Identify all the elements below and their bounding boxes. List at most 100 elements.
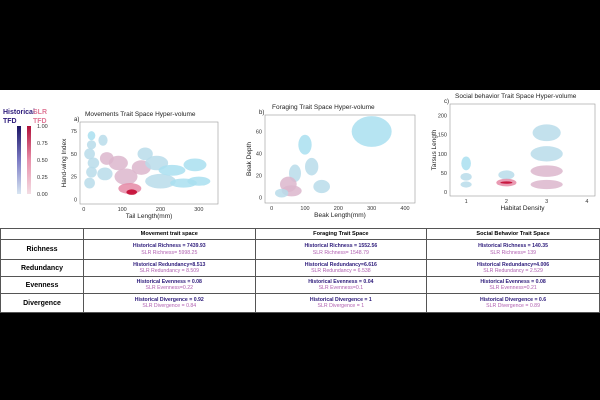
table-header: Foraging Trait Space	[254, 228, 428, 240]
slr-value: SLR Redundancy = 8.509	[139, 268, 200, 274]
data-blob	[84, 148, 95, 160]
historical-value: Historical Divergence = 1	[309, 296, 372, 303]
data-blob	[145, 173, 176, 189]
table-row: Redundancy Historical Redundancy=8.513 SL…	[0, 259, 600, 277]
table-cell: Historical Divergence = 0.92 SLR Divergen…	[83, 293, 256, 313]
data-blob	[532, 124, 561, 142]
metrics-table: Movement trait space Foraging Trait Spac…	[0, 228, 600, 313]
data-blob	[530, 179, 563, 190]
table-cell: Historical Evenness = 0.04 SLR Evenness=0…	[254, 276, 428, 294]
row-label: Redundancy	[0, 259, 84, 277]
chart-title: Foraging Trait Space Hyper-volume	[272, 104, 375, 111]
table-row: Richness Historical Richness = 7439.93 SL…	[0, 239, 600, 260]
y-tick-label: 0	[444, 190, 447, 196]
data-blob	[97, 167, 113, 181]
data-blob	[305, 157, 319, 176]
table-row: Evenness Historical Evenness = 0.08 SLR E…	[0, 276, 600, 294]
x-tick-label: 200	[156, 207, 165, 213]
table-header	[0, 228, 84, 240]
data-blob	[351, 116, 392, 147]
legend-tick: 0.75	[37, 141, 48, 147]
table-cell: Historical Divergence = 1 SLR Divergence …	[254, 293, 428, 313]
chart-title: Movements Trait Space Hyper-volume	[85, 111, 196, 118]
historical-value: Historical Evenness = 0.08	[136, 278, 202, 285]
historical-value: Historical Redundancy=6.616	[304, 261, 377, 268]
data-blob	[498, 170, 515, 180]
data-blob	[298, 134, 312, 155]
chart-2: 0 100 200 300 400 0 20 40 60 Foraging Trait Space…	[246, 104, 416, 219]
slr-value: SLR Evenness=0.1	[318, 285, 364, 291]
x-tick-label: 2	[505, 199, 508, 205]
y-tick-label: 50	[441, 171, 447, 177]
y-tick-label: 40	[256, 152, 262, 158]
legend-slr-metric: TFD	[33, 118, 47, 125]
slr-value: SLR Evenness=0.22	[145, 285, 193, 291]
historical-value: Historical Evenness = 0.04	[308, 278, 374, 285]
table-cell: Historical Richness = 140.35 SLR Richness…	[426, 239, 600, 260]
x-tick-label: 0	[270, 206, 273, 212]
x-tick-label: 100	[118, 207, 127, 213]
y-tick-label: 150	[438, 133, 447, 139]
y-tick-label: 200	[438, 114, 447, 120]
x-tick-label: 3	[545, 199, 548, 205]
legend-slr-label: SLR	[33, 109, 47, 116]
historical-value: Historical Redundancy=8.513	[133, 261, 206, 268]
slr-value: SLR Richness= 139	[490, 249, 537, 256]
x-axis-label: Habitat Density	[500, 205, 545, 212]
row-label: Divergence	[0, 293, 84, 313]
x-tick-label: 300	[367, 206, 376, 212]
chart-title: Social behavior Trait Space Hyper-volume	[455, 93, 577, 100]
table-header: Social Behavior Trait Space	[426, 228, 600, 240]
y-tick-label: 0	[259, 196, 262, 202]
y-axis-label: Beak Depth	[246, 142, 253, 176]
historical-value: Historical Divergence = 0.6	[479, 296, 547, 303]
y-axis-label: Tarsus Length	[431, 129, 438, 170]
data-blob	[86, 140, 97, 150]
historical-value: Historical Richness = 140.35	[478, 243, 549, 249]
panel-label: a)	[74, 117, 79, 123]
x-tick-label: 400	[400, 206, 409, 212]
legend-tick: 0.50	[37, 158, 48, 164]
data-blob	[158, 164, 186, 176]
y-tick-label: 60	[256, 130, 262, 136]
data-blob	[98, 134, 108, 146]
historical-value: Historical Richness = 1552.56	[304, 243, 378, 249]
x-tick-label: 0	[82, 207, 85, 213]
table-cell: Historical Evenness = 0.08 SLR Evenness=0…	[426, 276, 600, 294]
data-blob	[275, 188, 289, 198]
slr-value: SLR Richness= 5998.25	[141, 249, 198, 256]
x-tick-label: 100	[300, 206, 309, 212]
y-tick-label: 20	[256, 174, 262, 180]
x-axis-label: Beak Length(mm)	[314, 212, 366, 219]
y-tick-label: 75	[71, 129, 77, 135]
historical-value: Historical Richness = 7439.93	[132, 243, 206, 249]
legend-historical-colorbar	[17, 126, 21, 194]
data-blob	[460, 181, 472, 188]
table-cell: Historical Redundancy=8.513 SLR Redundanc…	[83, 259, 256, 277]
y-axis-label: Hand-wing Index	[61, 138, 68, 188]
slr-value: SLR Evenness=0.21	[489, 285, 537, 291]
legend-slr-colorbar	[27, 126, 31, 194]
historical-value: Historical Evenness = 0.08	[480, 278, 546, 285]
slr-value: SLR Divergence = 0.84	[142, 303, 197, 309]
legend-tick: 0.00	[37, 192, 48, 198]
data-blob	[137, 147, 153, 161]
data-blob	[126, 189, 138, 195]
chart-3: 1 2 3 4 0 50 100 150 200 Social behavior Trait Sp…	[431, 93, 596, 212]
table-header: Movement trait space	[83, 228, 256, 240]
data-blob	[87, 131, 96, 141]
table-cell: Historical Evenness = 0.08 SLR Evenness=0…	[83, 276, 256, 294]
data-blob	[461, 156, 471, 171]
x-tick-label: 4	[585, 199, 588, 205]
data-blob	[313, 179, 330, 194]
slr-value: SLR Divergence = 1	[317, 303, 365, 309]
slr-value: SLR Divergence = 0.89	[486, 303, 540, 309]
data-blob	[108, 155, 128, 171]
legend-tick: 0.25	[37, 175, 48, 181]
slr-value: SLR Redundancy = 6.538	[311, 268, 371, 274]
data-blob	[87, 157, 100, 169]
slr-value: SLR Redundancy = 2.529	[483, 268, 543, 274]
